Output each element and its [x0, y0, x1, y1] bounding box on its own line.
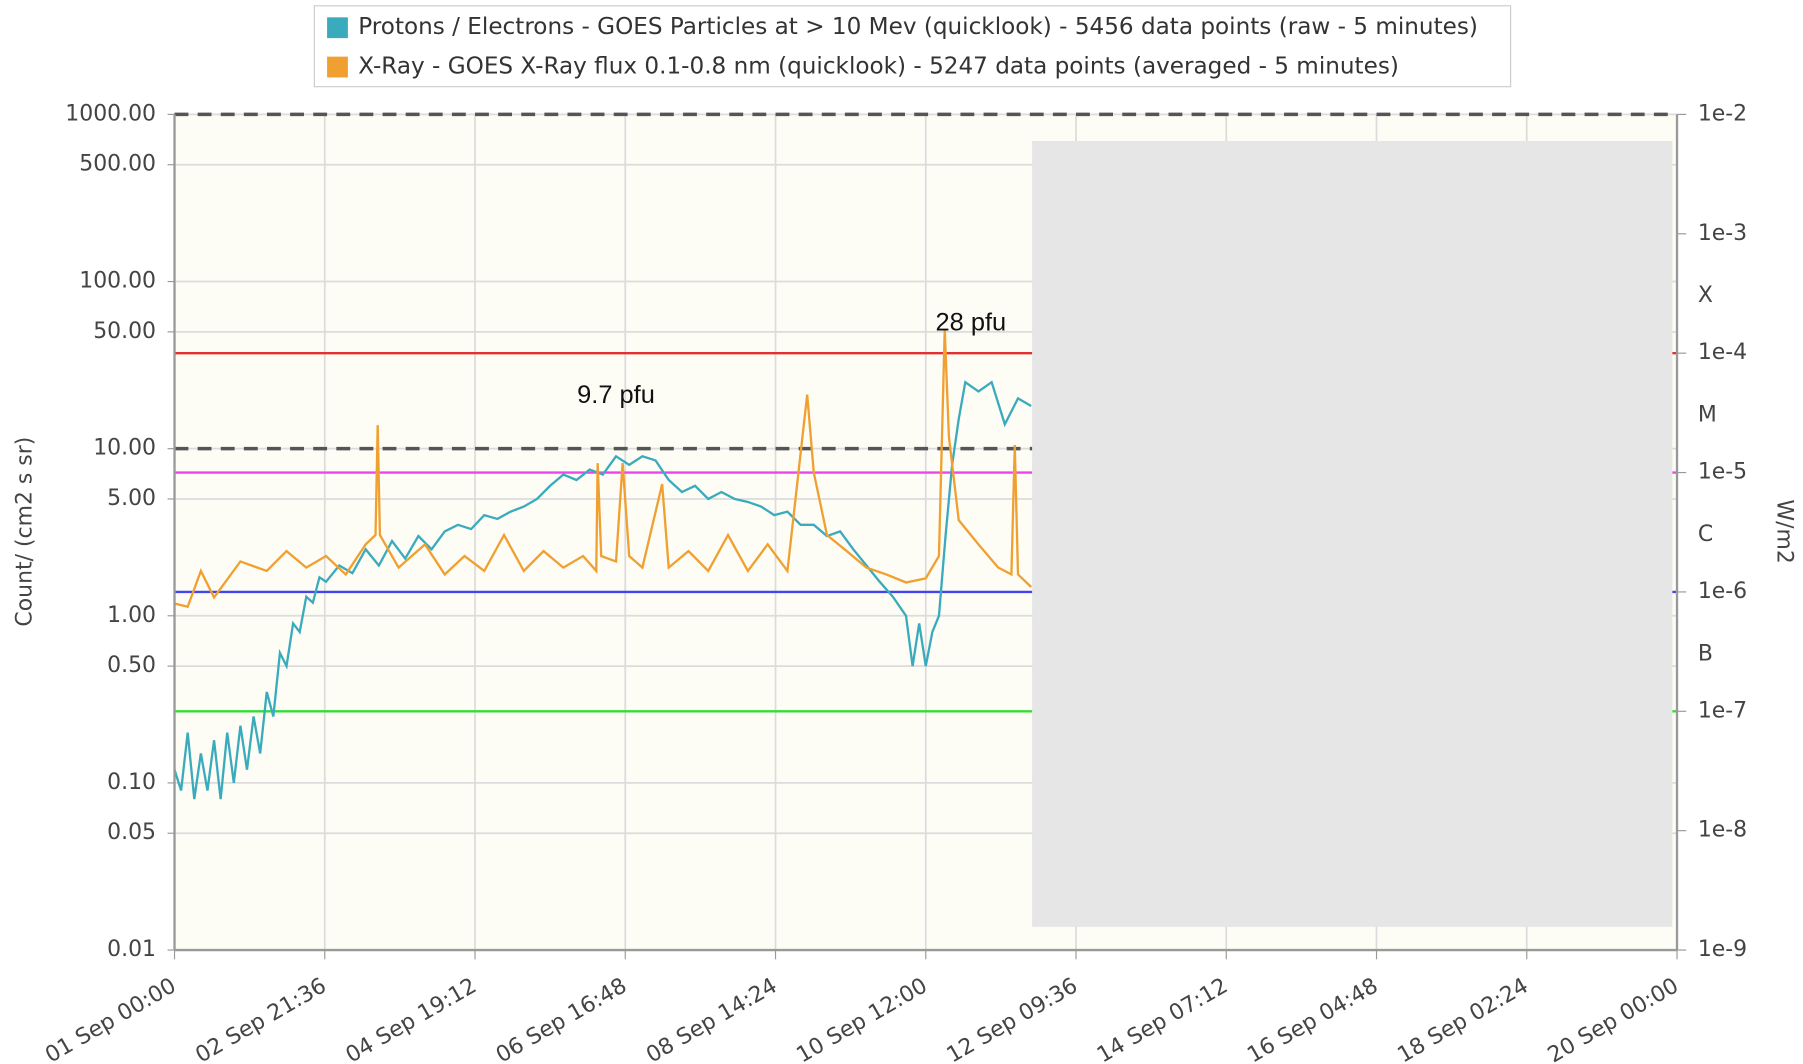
legend-label: X-Ray - GOES X-Ray flux 0.1-0.8 nm (quic… [358, 54, 1399, 80]
x-tick-label: 16 Sep 04:48 [1243, 973, 1382, 1064]
annotation: 9.7 pfu [577, 381, 655, 409]
series-line [173, 380, 1032, 800]
x-tick-label: 01 Sep 00:00 [41, 973, 180, 1064]
y-tick-label: 1000.00 [65, 101, 156, 126]
y2-axis-label: W/m2 [1771, 499, 1796, 563]
x-tick-label: 04 Sep 19:12 [342, 973, 481, 1064]
legend [313, 5, 1512, 88]
x-tick-label: 02 Sep 21:36 [191, 973, 330, 1064]
y2-tick-label: 1e-4 [1698, 340, 1747, 365]
y2-tick-label: 1e-3 [1698, 221, 1747, 246]
legend-swatch [327, 17, 348, 39]
annotation: 28 pfu [936, 308, 1007, 336]
x-tick-label: 12 Sep 09:36 [943, 973, 1082, 1064]
y-tick-label: 0.05 [107, 820, 156, 845]
y2-tick-label: 1e-2 [1698, 101, 1747, 126]
y-tick-label: 100.00 [79, 269, 156, 294]
y-tick-label: 10.00 [93, 436, 156, 461]
x-tick-label: 20 Sep 00:00 [1544, 973, 1683, 1064]
flare-class-label: M [1698, 403, 1717, 428]
y2-tick-label: 1e-9 [1698, 937, 1747, 962]
y-tick-label: 0.01 [107, 937, 156, 962]
y2-tick-label: 1e-7 [1698, 698, 1747, 723]
y-tick-label: 5.00 [107, 486, 156, 511]
legend-swatch [327, 56, 348, 78]
flare-class-label: B [1698, 641, 1713, 666]
flare-class-label: C [1698, 522, 1713, 547]
series-line [174, 329, 1032, 609]
y-tick-label: 1.00 [107, 603, 156, 628]
overlay-panel [1032, 141, 1673, 927]
flare-class-label: X [1698, 283, 1713, 308]
y-axis-label: Count/ (cm2 s sr) [12, 437, 37, 627]
y-tick-label: 50.00 [93, 319, 156, 344]
y2-tick-label: 1e-6 [1698, 579, 1747, 604]
y-tick-label: 500.00 [79, 152, 156, 177]
x-tick-label: 06 Sep 16:48 [492, 973, 631, 1064]
x-tick-label: 14 Sep 07:12 [1093, 973, 1232, 1064]
legend-label: Protons / Electrons - GOES Particles at … [358, 14, 1478, 40]
y2-tick-label: 1e-8 [1698, 818, 1747, 843]
y2-tick-label: 1e-5 [1698, 460, 1747, 485]
x-tick-label: 18 Sep 02:24 [1393, 973, 1532, 1064]
x-tick-label: 10 Sep 12:00 [792, 973, 931, 1064]
y-tick-label: 0.10 [107, 770, 156, 795]
y-tick-label: 0.50 [107, 653, 156, 678]
x-tick-label: 08 Sep 14:24 [642, 973, 781, 1064]
